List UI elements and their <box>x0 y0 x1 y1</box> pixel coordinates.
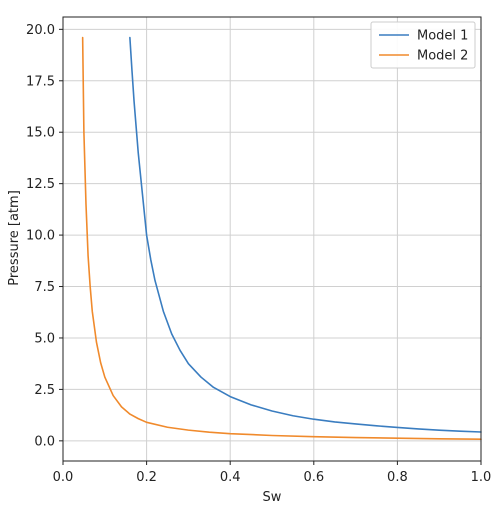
plot-frame <box>62 16 482 462</box>
grid <box>62 17 482 461</box>
x-tick-label: 0.4 <box>220 470 241 485</box>
x-tick-label: 0.2 <box>136 470 157 485</box>
legend-label: Model 2 <box>417 49 468 64</box>
x-axis-label: Sw <box>263 490 282 505</box>
x-tick-label: 0.8 <box>387 470 408 485</box>
y-tick-label: 17.5 <box>26 74 55 89</box>
x-tick-label: 0.6 <box>303 470 324 485</box>
y-tick-label: 15.0 <box>26 126 55 141</box>
y-tick-label: 0.0 <box>34 434 55 449</box>
legend: Model 1 Model 2 <box>370 21 476 69</box>
y-tick-label: 5.0 <box>34 331 55 346</box>
series-line-1 <box>129 36 482 433</box>
y-tick-label: 12.5 <box>26 177 55 192</box>
x-tick-label: 0.0 <box>53 470 74 485</box>
y-tick-label: 20.0 <box>26 23 55 38</box>
x-tick-label: 1.0 <box>471 470 492 485</box>
axis-ticks: 0.0 0.2 0.4 0.6 0.8 1.0 0.0 2.5 5.0 7.5 10.0 12.5 15… <box>26 23 491 485</box>
y-tick-label: 2.5 <box>34 383 55 398</box>
y-axis-label: Pressure [atm] <box>7 190 22 286</box>
series-line-2 <box>81 36 482 440</box>
y-tick-label: 10.0 <box>26 229 55 244</box>
series-lines <box>81 36 482 440</box>
legend-box <box>370 21 476 69</box>
y-tick-label: 7.5 <box>34 280 55 295</box>
legend-label: Model 1 <box>417 29 468 44</box>
